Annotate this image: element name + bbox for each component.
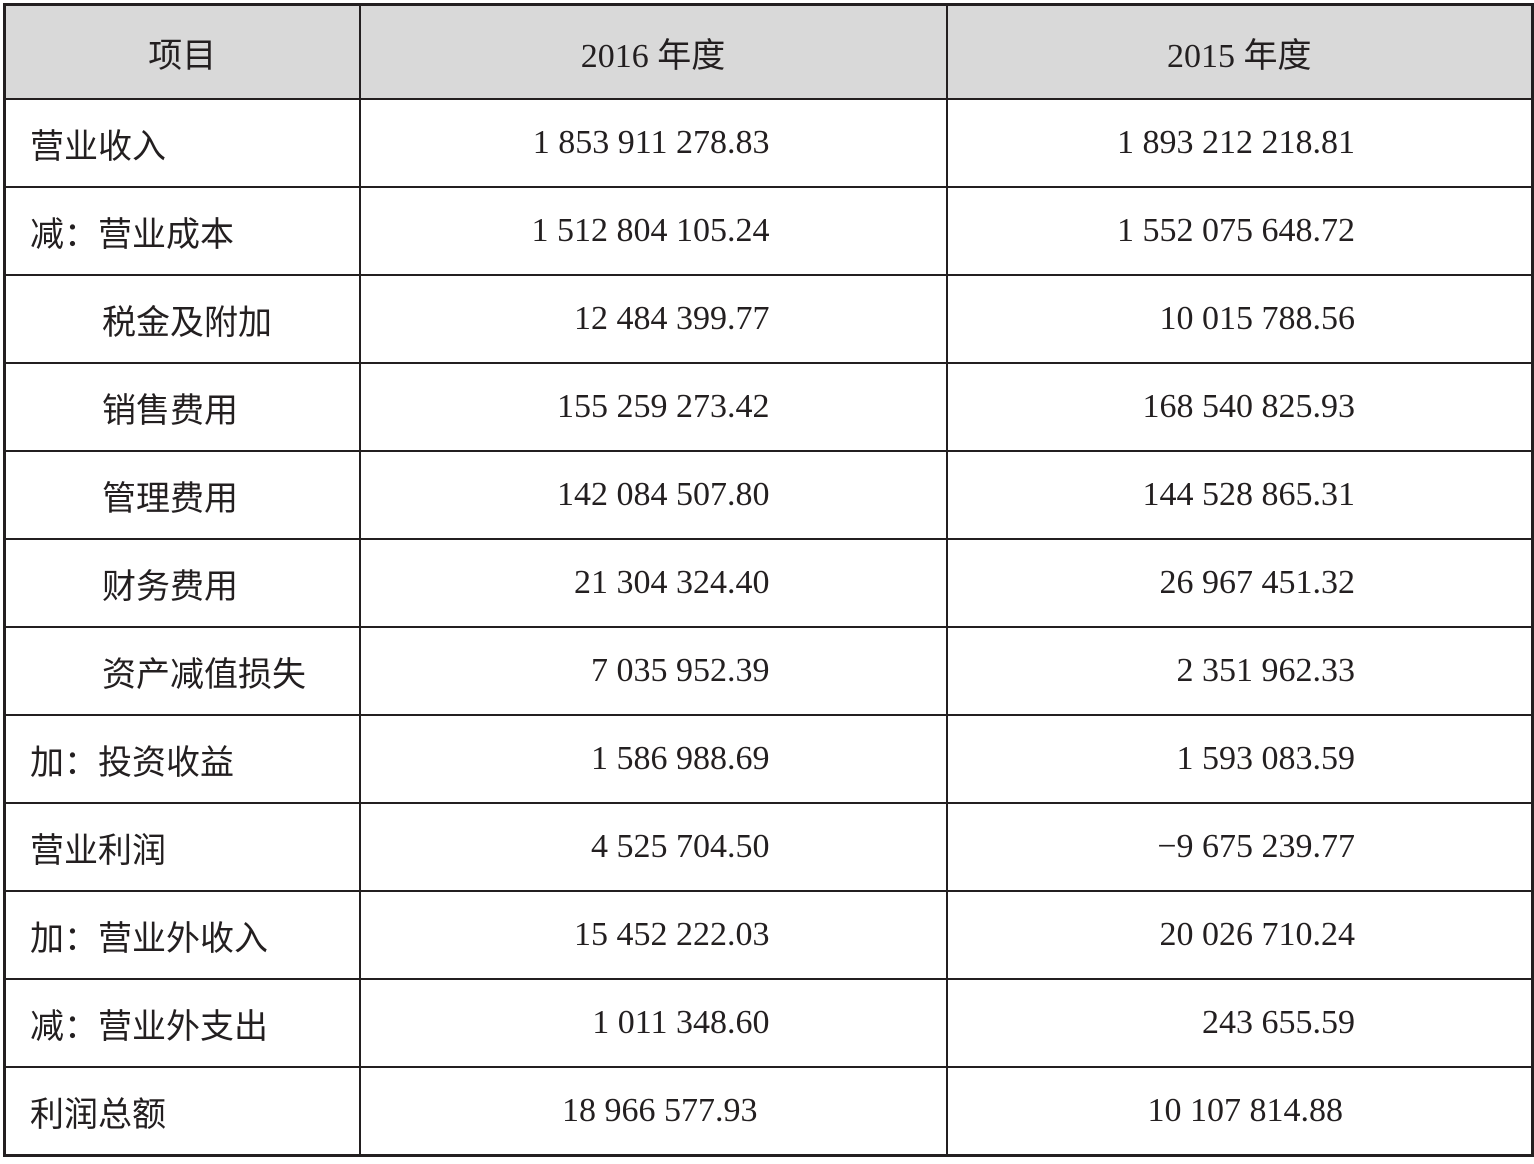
amount-cell: 26 967 451.32 xyxy=(945,538,1534,628)
amount-cell: 1 593 083.59 xyxy=(945,714,1534,804)
table-row: 加：投资收益 1 586 988.69 1 593 083.59 xyxy=(3,714,1534,804)
header-row: 项目 2016 年度 2015 年度 xyxy=(3,3,1534,100)
amount-cell: 155 259 273.42 xyxy=(358,362,948,452)
item-label: 税金及附加 xyxy=(3,274,361,364)
amount-cell: 1 512 804 105.24 xyxy=(358,186,948,276)
header-cell: 2015 年度 xyxy=(945,3,1534,100)
amount-cell: 18 966 577.93 xyxy=(358,1066,948,1157)
table-row: 营业收入 1 853 911 278.83 1 893 212 218.81 xyxy=(3,98,1534,188)
table-row: 减：营业外支出 1 011 348.60 243 655.59 xyxy=(3,978,1534,1068)
amount-cell: 2 351 962.33 xyxy=(945,626,1534,716)
amount-cell: 1 893 212 218.81 xyxy=(945,98,1534,188)
header-cell: 项目 xyxy=(3,3,361,100)
item-label: 资产减值损失 xyxy=(3,626,361,716)
amount-cell: 142 084 507.80 xyxy=(358,450,948,540)
table-row: 管理费用 142 084 507.80 144 528 865.31 xyxy=(3,450,1534,540)
table-body: 营业收入 1 853 911 278.83 1 893 212 218.81 减：营业… xyxy=(3,98,1534,1157)
amount-cell: 10 015 788.56 xyxy=(945,274,1534,364)
amount-cell: 1 552 075 648.72 xyxy=(945,186,1534,276)
item-label: 销售费用 xyxy=(3,362,361,452)
item-label: 财务费用 xyxy=(3,538,361,628)
amount-cell: 12 484 399.77 xyxy=(358,274,948,364)
amount-cell: 10 107 814.88 xyxy=(945,1066,1534,1157)
amount-cell: 4 525 704.50 xyxy=(358,802,948,892)
table-row: 销售费用 155 259 273.42 168 540 825.93 xyxy=(3,362,1534,452)
table-row: 资产减值损失 7 035 952.39 2 351 962.33 xyxy=(3,626,1534,716)
item-label: 利润总额 xyxy=(3,1066,361,1157)
table-row: 营业利润 4 525 704.50 −9 675 239.77 xyxy=(3,802,1534,892)
table-row: 财务费用 21 304 324.40 26 967 451.32 xyxy=(3,538,1534,628)
amount-cell: 168 540 825.93 xyxy=(945,362,1534,452)
amount-cell: 1 853 911 278.83 xyxy=(358,98,948,188)
item-label: 加：营业外收入 xyxy=(3,890,361,980)
amount-cell: 144 528 865.31 xyxy=(945,450,1534,540)
amount-cell: 15 452 222.03 xyxy=(358,890,948,980)
item-label: 营业利润 xyxy=(3,802,361,892)
header-cell: 2016 年度 xyxy=(358,3,948,100)
amount-cell: −9 675 239.77 xyxy=(945,802,1534,892)
amount-cell: 243 655.59 xyxy=(945,978,1534,1068)
item-label: 减：营业成本 xyxy=(3,186,361,276)
amount-cell: 1 011 348.60 xyxy=(358,978,948,1068)
table-row: 加：营业外收入 15 452 222.03 20 026 710.24 xyxy=(3,890,1534,980)
item-label: 减：营业外支出 xyxy=(3,978,361,1068)
amount-cell: 20 026 710.24 xyxy=(945,890,1534,980)
item-label: 营业收入 xyxy=(3,98,361,188)
table-row: 减：营业成本 1 512 804 105.24 1 552 075 648.72 xyxy=(3,186,1534,276)
table-row: 利润总额 18 966 577.93 10 107 814.88 xyxy=(3,1066,1534,1157)
amount-cell: 21 304 324.40 xyxy=(358,538,948,628)
amount-cell: 1 586 988.69 xyxy=(358,714,948,804)
income-table: 项目 2016 年度 2015 年度 营业收入 1 853 911 278.83 1… xyxy=(3,3,1534,1157)
table-row: 税金及附加 12 484 399.77 10 015 788.56 xyxy=(3,274,1534,364)
item-label: 加：投资收益 xyxy=(3,714,361,804)
amount-cell: 7 035 952.39 xyxy=(358,626,948,716)
item-label: 管理费用 xyxy=(3,450,361,540)
